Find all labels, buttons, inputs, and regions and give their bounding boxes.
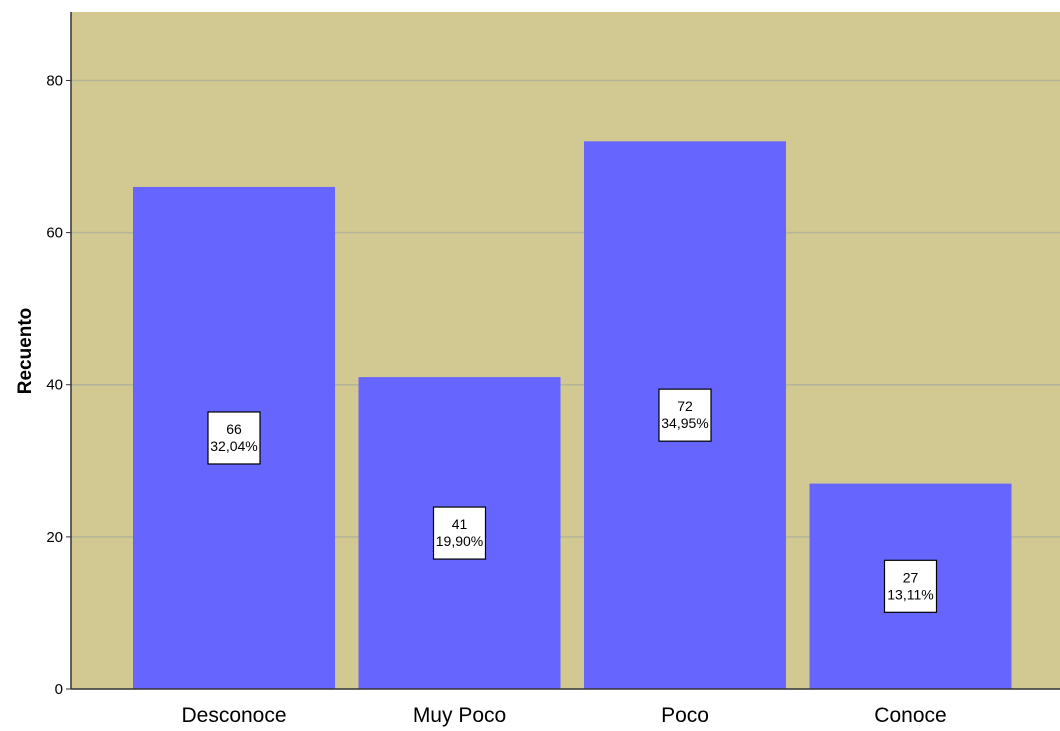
- x-category-label-conoce: Conoce: [874, 704, 946, 727]
- y-tick-label-20: 20: [46, 529, 63, 546]
- data-label-count-muy-poco: 41: [452, 516, 468, 532]
- data-label-percent-desconoce: 32,04%: [210, 438, 257, 454]
- y-tick-label-80: 80: [46, 72, 63, 89]
- data-label-percent-conoce: 13,11%: [887, 586, 933, 602]
- y-tick-label-40: 40: [46, 377, 63, 394]
- y-axis-title: Recuento: [15, 308, 36, 395]
- x-category-label-muy-poco: Muy Poco: [413, 704, 506, 727]
- data-label-count-poco: 72: [677, 398, 693, 414]
- data-label-count-conoce: 27: [903, 569, 919, 585]
- y-tick-label-0: 0: [55, 681, 63, 698]
- data-label-box-desconoce: [207, 411, 261, 465]
- data-label-percent-muy-poco: 19,90%: [436, 533, 483, 549]
- data-label-box-muy-poco: [432, 506, 487, 560]
- y-tick-label-60: 60: [46, 225, 63, 242]
- data-label-count-desconoce: 66: [226, 421, 242, 437]
- data-label-box-conoce: [883, 559, 938, 613]
- data-label-box-poco: [658, 388, 712, 442]
- axes: 0 20 40 60 80 Desconoce Muy Poco Poco Conoce: [46, 12, 1060, 727]
- data-label-percent-poco: 34,95%: [661, 415, 708, 431]
- x-category-label-poco: Poco: [661, 704, 709, 727]
- x-category-label-desconoce: Desconoce: [181, 704, 286, 727]
